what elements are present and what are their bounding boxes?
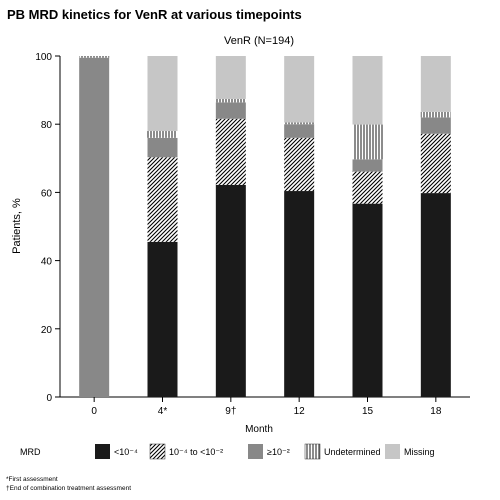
y-tick-label: 40 <box>41 257 53 268</box>
y-axis-label: Patients, % <box>11 198 23 254</box>
bar-segment <box>352 159 383 172</box>
bar-segment <box>147 131 178 138</box>
bar-segment <box>420 193 451 397</box>
footnote-end-of-combination: †End of combination treatment assessment <box>6 485 132 492</box>
bar-segment <box>352 203 383 397</box>
bar-segment <box>215 56 246 99</box>
x-tick-label: 18 <box>430 406 442 417</box>
stacked-bar-chart: VenR (N=194) 0 20 40 60 80 100 0 4* 9† 12 15 18 Pa… <box>11 35 470 460</box>
bars <box>79 56 451 398</box>
legend-label: Missing <box>404 447 435 457</box>
bar-segment <box>147 56 178 132</box>
y-tick-label: 20 <box>41 325 53 336</box>
bar-segment <box>215 98 246 103</box>
y-axis: 0 20 40 60 80 100 <box>35 52 61 404</box>
legend-swatch <box>248 444 263 459</box>
bar-segment <box>420 117 451 134</box>
x-tick-label: 0 <box>91 406 97 417</box>
legend-label: 10⁻⁴ to <10⁻² <box>169 447 223 457</box>
bar-stack <box>284 56 315 397</box>
legend-swatch <box>95 444 110 459</box>
bar-segment <box>147 157 178 242</box>
bar-segment <box>79 57 110 398</box>
legend-label: <10⁻⁴ <box>114 447 138 457</box>
bar-stack <box>79 56 110 398</box>
bar-segment <box>352 56 383 125</box>
bar-segment <box>284 56 315 123</box>
bar-segment <box>284 137 315 192</box>
legend-label: Undetermined <box>324 447 381 457</box>
bar-segment <box>147 241 178 397</box>
footnotes: *First assessment †End of combination tr… <box>6 475 131 493</box>
y-tick-label: 60 <box>41 188 53 199</box>
legend-title: MRD <box>20 447 41 457</box>
legend-swatch <box>149 443 166 460</box>
legend-label: ≥10⁻² <box>267 447 290 457</box>
bar-stack <box>147 56 178 397</box>
chart-subtitle: VenR (N=194) <box>224 35 294 47</box>
y-tick-label: 100 <box>35 52 52 63</box>
bar-segment <box>215 102 246 119</box>
bar-stack <box>352 56 383 397</box>
legend-swatch <box>304 443 321 460</box>
bar-segment <box>420 133 451 194</box>
bar-stack <box>420 56 451 397</box>
bar-segment <box>352 171 383 204</box>
bar-stack <box>215 56 246 397</box>
bar-segment <box>284 124 315 138</box>
x-tick-label: 15 <box>362 406 374 417</box>
x-axis-label: Month <box>245 424 273 435</box>
bar-segment <box>215 118 246 185</box>
x-axis: 0 4* 9† 12 15 18 <box>60 396 470 417</box>
x-tick-label: 12 <box>294 406 306 417</box>
bar-segment <box>420 111 451 118</box>
bar-segment <box>420 56 451 112</box>
bar-segment <box>284 122 315 125</box>
x-tick-label: 4* <box>158 406 168 417</box>
bar-segment <box>215 184 246 397</box>
bar-segment <box>147 137 178 158</box>
x-tick-label: 9† <box>225 406 236 417</box>
bar-segment <box>79 56 110 58</box>
y-tick-label: 80 <box>41 120 53 131</box>
chart-title: PB MRD kinetics for VenR at various time… <box>7 7 302 22</box>
footnote-first-assessment: *First assessment <box>6 476 58 483</box>
legend: MRD <10⁻⁴ 10⁻⁴ to <10⁻² ≥10⁻² Undetermined M… <box>20 443 435 460</box>
bar-segment <box>284 191 315 397</box>
y-tick-label: 0 <box>46 393 52 404</box>
legend-swatch <box>385 444 400 459</box>
bar-segment <box>352 124 383 160</box>
